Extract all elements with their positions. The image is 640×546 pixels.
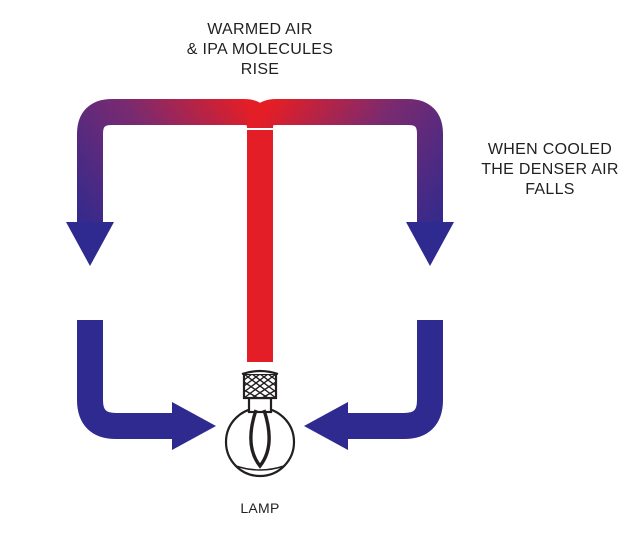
lamp-icon bbox=[226, 371, 294, 476]
diagram-svg bbox=[0, 0, 640, 546]
bottom-right-arrow bbox=[336, 320, 430, 426]
top-right-arrow bbox=[260, 112, 430, 234]
top-left-arrow bbox=[90, 112, 260, 234]
convection-diagram: WARMED AIR & IPA MOLECULES RISE WHEN COO… bbox=[0, 0, 640, 546]
bottom-left-arrow bbox=[90, 320, 184, 426]
